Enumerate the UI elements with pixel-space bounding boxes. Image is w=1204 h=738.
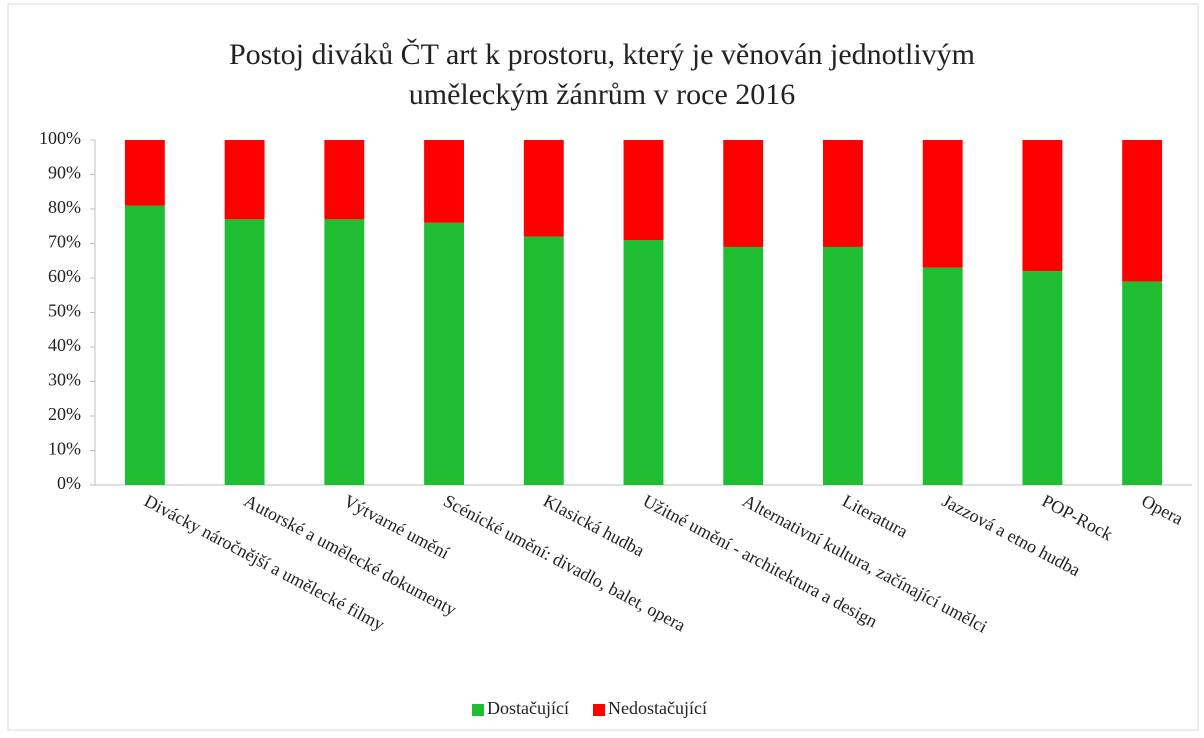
bar-segment — [1022, 140, 1063, 272]
bar-segment — [922, 140, 963, 268]
chart-frame — [7, 3, 1199, 731]
y-tick-label: 20% — [48, 404, 81, 424]
y-tick-label: 10% — [48, 439, 81, 459]
bar-segment — [1022, 271, 1063, 485]
legend-label: Dostačující — [487, 698, 569, 718]
y-tick-label: 70% — [48, 232, 81, 252]
legend-swatch — [593, 704, 605, 716]
bar-segment — [723, 140, 764, 247]
y-tick-label: 50% — [48, 301, 81, 321]
y-tick-label: 90% — [48, 163, 81, 183]
bar-segment — [424, 140, 464, 223]
bar-segment — [523, 140, 564, 237]
bar-segment — [424, 222, 464, 486]
legend-swatch — [472, 704, 484, 716]
y-tick-label: 100% — [39, 128, 81, 148]
bar-segment — [324, 140, 365, 220]
y-tick-label: 80% — [48, 197, 81, 217]
legend-label: Nedostačující — [608, 698, 707, 718]
bar-segment — [723, 246, 764, 485]
y-tick-label: 60% — [48, 266, 81, 286]
chart-title: uměleckým žánrům v roce 2016 — [409, 78, 796, 111]
y-tick-label: 30% — [48, 370, 81, 390]
bar-segment — [224, 140, 265, 220]
chart-title: Postoj diváků ČT art k prostoru, který j… — [229, 38, 975, 71]
bar-segment — [1122, 140, 1163, 282]
y-tick-label: 0% — [57, 473, 81, 493]
bar-segment — [324, 219, 365, 485]
bar-segment — [623, 240, 664, 485]
bar-segment — [124, 140, 165, 206]
bar-segment — [823, 140, 863, 247]
y-tick-label: 40% — [48, 335, 81, 355]
bar-segment — [124, 205, 165, 486]
bar-segment — [823, 246, 863, 485]
bar-segment — [1122, 281, 1163, 485]
bar-segment — [224, 219, 265, 485]
bar-segment — [523, 236, 564, 485]
bar-segment — [922, 267, 963, 485]
bar-segment — [623, 140, 664, 241]
